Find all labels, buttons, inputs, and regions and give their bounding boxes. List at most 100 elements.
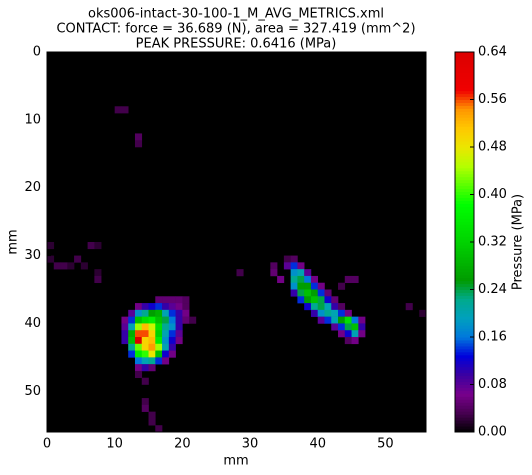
heatmap-cell xyxy=(162,309,170,317)
heatmap-cell xyxy=(114,106,122,114)
colorbar-segment xyxy=(455,244,474,249)
chart-title: PEAK PRESSURE: 0.6416 (MPa) xyxy=(136,37,337,52)
colorbar-tick-label: 0.16 xyxy=(478,330,507,345)
heatmap-cell xyxy=(351,337,359,345)
heatmap-cell xyxy=(344,323,352,331)
heatmap-cell xyxy=(304,303,312,311)
heatmap-cell xyxy=(290,289,298,297)
heatmap-cell xyxy=(60,262,68,270)
heatmap-cell xyxy=(141,343,149,351)
colorbar-segment xyxy=(455,250,474,255)
heatmap-cell xyxy=(155,425,163,433)
colorbar-segment xyxy=(455,236,474,240)
colorbar-segment xyxy=(455,72,474,77)
heatmap-cell xyxy=(290,262,298,270)
colorbar-segment xyxy=(455,256,474,261)
colorbar-segment xyxy=(455,339,474,344)
heatmap-cell xyxy=(148,418,156,426)
colorbar-segment xyxy=(455,369,474,374)
heatmap-cell xyxy=(358,316,366,324)
heatmap-cell xyxy=(148,323,156,331)
heatmap-cell xyxy=(121,337,129,345)
heatmap-cell xyxy=(134,343,143,351)
x-tick-label: 50 xyxy=(377,437,394,452)
heatmap-cell xyxy=(128,309,136,317)
heatmap-cell xyxy=(351,323,359,331)
heatmap-cell xyxy=(168,350,176,358)
colorbar-segment xyxy=(455,96,474,100)
colorbar-segment xyxy=(455,239,474,243)
heatmap-cell xyxy=(134,337,143,345)
heatmap-cell xyxy=(344,309,352,317)
colorbar-segment xyxy=(455,280,474,285)
heatmap-cell xyxy=(324,289,332,297)
colorbar-segment xyxy=(455,354,474,359)
heatmap-cell xyxy=(351,330,359,338)
colorbar-segment xyxy=(455,84,474,89)
heatmap-cell xyxy=(162,316,170,324)
colorbar-segment xyxy=(455,126,474,130)
heatmap-cell xyxy=(324,309,332,317)
colorbar-segment xyxy=(455,429,474,433)
heatmap-cell xyxy=(155,343,163,351)
heatmap-cell xyxy=(148,330,156,338)
heatmap-cell xyxy=(155,337,163,345)
heatmap-cell xyxy=(148,337,156,345)
heatmap-cell xyxy=(182,309,190,317)
heatmap-cell xyxy=(141,303,149,311)
heatmap-cell xyxy=(134,370,143,379)
colorbar-segment xyxy=(455,164,474,169)
heatmap-cell xyxy=(155,303,163,311)
heatmap-cell xyxy=(128,350,136,358)
heatmap-cell xyxy=(338,316,346,324)
heatmap-cell xyxy=(168,296,176,304)
heatmap-cell xyxy=(162,296,170,304)
x-tick-label: 30 xyxy=(242,437,259,452)
colorbar-tick-label: 0.48 xyxy=(478,140,507,155)
colorbar-segment xyxy=(455,108,474,112)
colorbar-segment xyxy=(455,141,474,145)
heatmap-cell xyxy=(290,255,298,263)
heatmap-cell xyxy=(80,262,88,270)
colorbar-segment xyxy=(455,81,474,86)
heatmap-cell xyxy=(338,303,346,311)
heatmap-cell xyxy=(162,330,170,338)
heatmap-cell xyxy=(155,296,163,304)
heatmap-cell xyxy=(87,242,95,250)
heatmap-cell xyxy=(297,269,305,277)
colorbar-label: Pressure (MPa) xyxy=(511,194,526,290)
colorbar-segment xyxy=(455,301,474,305)
heatmap-cell xyxy=(290,282,298,290)
y-axis-label: mm xyxy=(6,229,21,254)
colorbar-segment xyxy=(455,271,474,276)
heatmap-cell xyxy=(304,296,312,304)
heatmap-cell xyxy=(175,337,183,345)
heatmap-cell xyxy=(134,309,143,317)
heatmap-cell xyxy=(141,337,149,345)
heatmap-cell xyxy=(283,262,291,270)
heatmap-cell xyxy=(162,343,170,351)
heatmap-cell xyxy=(141,364,149,372)
heatmap-cell xyxy=(94,269,102,277)
colorbar-segment xyxy=(455,390,474,394)
colorbar-segment xyxy=(455,152,474,157)
colorbar-segment xyxy=(455,57,474,62)
heatmap-cell xyxy=(155,316,163,324)
heatmap-cell xyxy=(134,350,143,358)
colorbar-segment xyxy=(455,60,474,65)
colorbar-segment xyxy=(455,345,474,350)
colorbar-segment xyxy=(455,185,474,190)
heatmap-cell xyxy=(134,357,143,365)
colorbar-segment xyxy=(455,408,474,412)
colorbar-segment xyxy=(455,328,474,332)
heatmap-cell xyxy=(317,282,325,290)
colorbar-segment xyxy=(455,381,474,385)
heatmap-cell xyxy=(47,242,55,250)
colorbar-segment xyxy=(455,304,474,308)
colorbar-segment xyxy=(455,322,474,326)
colorbar-segment xyxy=(455,411,474,415)
heatmap-cell xyxy=(148,350,156,358)
colorbar-segment xyxy=(455,372,474,377)
colorbar-segment xyxy=(455,132,474,136)
heatmap-cell xyxy=(141,316,149,324)
